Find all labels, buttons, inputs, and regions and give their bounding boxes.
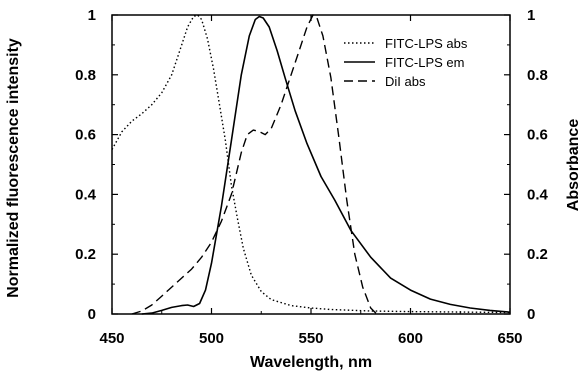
x-tick-label: 450 (99, 330, 124, 347)
y-tick-label-left: 0.8 (75, 67, 96, 84)
series-line-2 (131, 14, 378, 315)
y-tick-label-right: 0.8 (527, 67, 548, 84)
y-tick-label-left: 0.6 (75, 127, 96, 144)
y-tick-label-right: 0.6 (527, 127, 548, 144)
series-lines (111, 14, 511, 315)
x-axis-title: Wavelength, nm (250, 354, 372, 371)
y-tick-label-left: 0.2 (75, 246, 96, 263)
y-axis-title-right: Absorbance (565, 119, 582, 212)
x-tick-label: 550 (298, 330, 323, 347)
y-tick-label-left: 0.4 (75, 186, 97, 203)
series-line-1 (141, 15, 511, 315)
y-tick-label-right: 1 (527, 7, 535, 24)
legend-label-0: FITC-LPS abs (385, 36, 468, 51)
ticks: 450 500 550 600 650 0 0 0.2 0.2 0.4 0.4 0.6 0.6 0.8 0.… (75, 7, 548, 347)
y-axis-title-left: Normalized fluorescence intensity (5, 38, 22, 298)
series-line-0 (111, 14, 511, 314)
x-tick-label: 500 (199, 330, 224, 347)
x-tick-label: 600 (398, 330, 423, 347)
y-tick-label-right: 0.2 (527, 246, 548, 263)
x-tick-label: 650 (497, 330, 522, 347)
legend-label-2: DiI abs (385, 74, 426, 89)
y-tick-label-right: 0 (527, 306, 535, 323)
y-tick-label-left: 0 (88, 306, 96, 323)
legend: FITC-LPS abs FITC-LPS em DiI abs (344, 36, 468, 89)
legend-label-1: FITC-LPS em (385, 55, 464, 70)
y-tick-label-right: 0.4 (527, 186, 549, 203)
y-tick-label-left: 1 (88, 7, 96, 24)
